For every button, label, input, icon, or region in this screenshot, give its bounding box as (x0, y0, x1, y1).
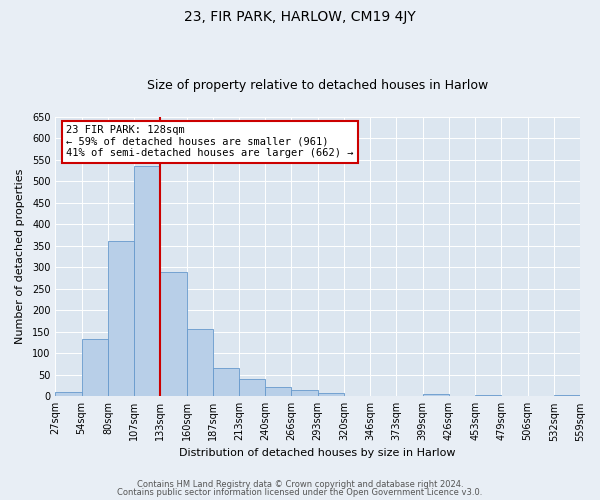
Text: Contains public sector information licensed under the Open Government Licence v3: Contains public sector information licen… (118, 488, 482, 497)
Bar (82, 339, 108, 396)
Bar (475, 395, 502, 396)
Bar (422, 394, 449, 396)
Bar (108, 242, 134, 396)
Bar (55, 392, 82, 396)
Bar (187, 329, 213, 396)
Bar (160, 272, 187, 396)
Text: 23, FIR PARK, HARLOW, CM19 4JY: 23, FIR PARK, HARLOW, CM19 4JY (184, 10, 416, 24)
Text: Contains HM Land Registry data © Crown copyright and database right 2024.: Contains HM Land Registry data © Crown c… (137, 480, 463, 489)
Bar (292, 390, 318, 396)
Title: Size of property relative to detached houses in Harlow: Size of property relative to detached ho… (147, 79, 488, 92)
Bar (318, 393, 344, 396)
X-axis label: Distribution of detached houses by size in Harlow: Distribution of detached houses by size … (179, 448, 456, 458)
Bar (213, 368, 239, 396)
Bar (134, 166, 160, 396)
Bar (239, 379, 265, 396)
Text: 23 FIR PARK: 128sqm
← 59% of detached houses are smaller (961)
41% of semi-detac: 23 FIR PARK: 128sqm ← 59% of detached ho… (66, 125, 353, 158)
Y-axis label: Number of detached properties: Number of detached properties (15, 169, 25, 344)
Bar (265, 387, 292, 396)
